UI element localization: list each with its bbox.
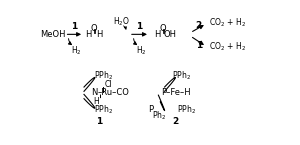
Text: H: H [96, 30, 103, 39]
Text: H: H [154, 30, 161, 39]
Text: H$_2$: H$_2$ [136, 44, 147, 57]
Text: PPh$_2$: PPh$_2$ [94, 104, 113, 116]
Text: –Ru–CO: –Ru–CO [98, 88, 130, 97]
Text: OH: OH [164, 30, 176, 39]
Text: PPh$_2$: PPh$_2$ [94, 70, 113, 82]
Text: 1: 1 [136, 22, 142, 31]
Text: CO$_2$ + H$_2$: CO$_2$ + H$_2$ [209, 40, 246, 53]
Text: Cl: Cl [104, 80, 112, 89]
Text: H$_2$: H$_2$ [71, 44, 82, 57]
Text: P: P [148, 105, 153, 114]
Text: P–Fe–H: P–Fe–H [160, 88, 190, 97]
Text: H: H [85, 30, 92, 39]
Text: 1: 1 [196, 41, 202, 50]
Text: Ph$_2$: Ph$_2$ [152, 110, 166, 122]
Text: PPh$_2$: PPh$_2$ [172, 70, 191, 82]
Text: CO$_2$ + H$_2$: CO$_2$ + H$_2$ [209, 17, 246, 29]
Text: 2: 2 [196, 21, 202, 30]
Text: O: O [160, 24, 167, 33]
Text: O: O [91, 24, 98, 33]
Text: 1: 1 [96, 117, 103, 126]
Text: H$_2$O: H$_2$O [113, 16, 130, 28]
Text: 2: 2 [172, 117, 178, 126]
Text: 1: 1 [71, 22, 77, 31]
Text: N: N [92, 88, 98, 97]
Text: PPh$_2$: PPh$_2$ [177, 104, 196, 116]
Text: MeOH: MeOH [40, 30, 66, 39]
Text: H: H [93, 97, 98, 106]
